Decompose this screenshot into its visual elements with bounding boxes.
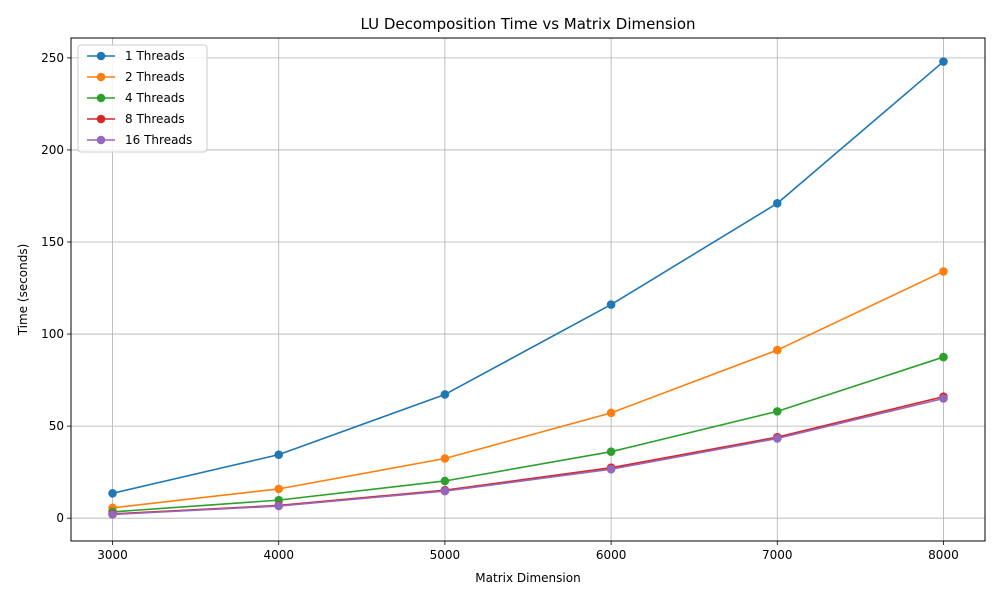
legend-label: 2 Threads [125, 70, 185, 84]
data-point [772, 199, 782, 208]
data-point [440, 454, 450, 463]
legend-box [77, 44, 208, 153]
data-point [939, 394, 948, 403]
data-point [939, 57, 948, 66]
x-tick-label: 8000 [928, 548, 959, 562]
legend-swatch-marker [96, 51, 106, 61]
series-1-threads [108, 57, 948, 498]
legend-label: 4 Threads [125, 91, 185, 105]
x-tick-label: 5000 [430, 548, 461, 562]
x-tick-label: 4000 [263, 548, 294, 562]
legend-item[interactable]: 8 Threads [87, 112, 185, 126]
legend-swatch-marker [96, 135, 106, 145]
data-point [440, 390, 450, 399]
series-2-threads [108, 267, 948, 513]
data-point [274, 450, 284, 459]
x-axis-label: Matrix Dimension [475, 571, 580, 585]
plot-area-frame [70, 37, 986, 542]
data-point [440, 486, 450, 496]
data-point [772, 345, 782, 355]
legend-swatch-marker [96, 114, 106, 124]
series-16-threads [108, 394, 948, 519]
series-line [112, 356, 944, 513]
legend-swatch-marker [96, 72, 106, 82]
y-tick-label: 200 [41, 143, 64, 157]
y-axis-label: Time (seconds) [16, 244, 30, 337]
data-point [606, 447, 616, 457]
series-line [112, 397, 944, 516]
data-point [606, 464, 616, 474]
axis-ticks: 3000 4000 5000 6000 7000 8000 0 50 100 150 200 250 [41, 51, 959, 562]
data-point [939, 352, 948, 362]
data-point [108, 489, 117, 498]
legend-swatch-marker [96, 93, 106, 103]
data-point [939, 267, 948, 276]
y-tick-label: 250 [41, 51, 64, 65]
y-tick-label: 100 [41, 327, 64, 341]
y-tick-label: 0 [56, 511, 64, 525]
series-group [108, 57, 948, 519]
y-tick-label: 150 [41, 235, 64, 249]
data-point [772, 407, 782, 416]
data-point [274, 501, 284, 511]
x-tick-label: 7000 [762, 548, 793, 562]
data-point [274, 484, 284, 494]
data-point [440, 476, 450, 486]
legend-label: 8 Threads [125, 112, 185, 126]
legend[interactable]: 1 Threads 2 Threads 4 Threads 8 Threads 16 T… [77, 44, 208, 153]
data-point [606, 300, 616, 309]
legend-label: 1 Threads [125, 49, 185, 63]
series-line [112, 270, 944, 509]
data-point [772, 434, 782, 443]
x-tick-label: 3000 [97, 548, 128, 562]
legend-label: 16 Threads [125, 133, 192, 147]
grid [71, 38, 985, 541]
legend-item[interactable]: 4 Threads [87, 91, 185, 105]
x-tick-label: 6000 [596, 548, 627, 562]
legend-item[interactable]: 2 Threads [87, 70, 185, 84]
chart-title: LU Decomposition Time vs Matrix Dimensio… [360, 15, 695, 33]
legend-item[interactable]: 1 Threads [87, 49, 185, 63]
data-point [606, 408, 616, 418]
data-point [108, 510, 117, 519]
series-line [112, 60, 944, 495]
legend-item[interactable]: 16 Threads [87, 133, 192, 147]
y-tick-label: 50 [49, 419, 64, 433]
